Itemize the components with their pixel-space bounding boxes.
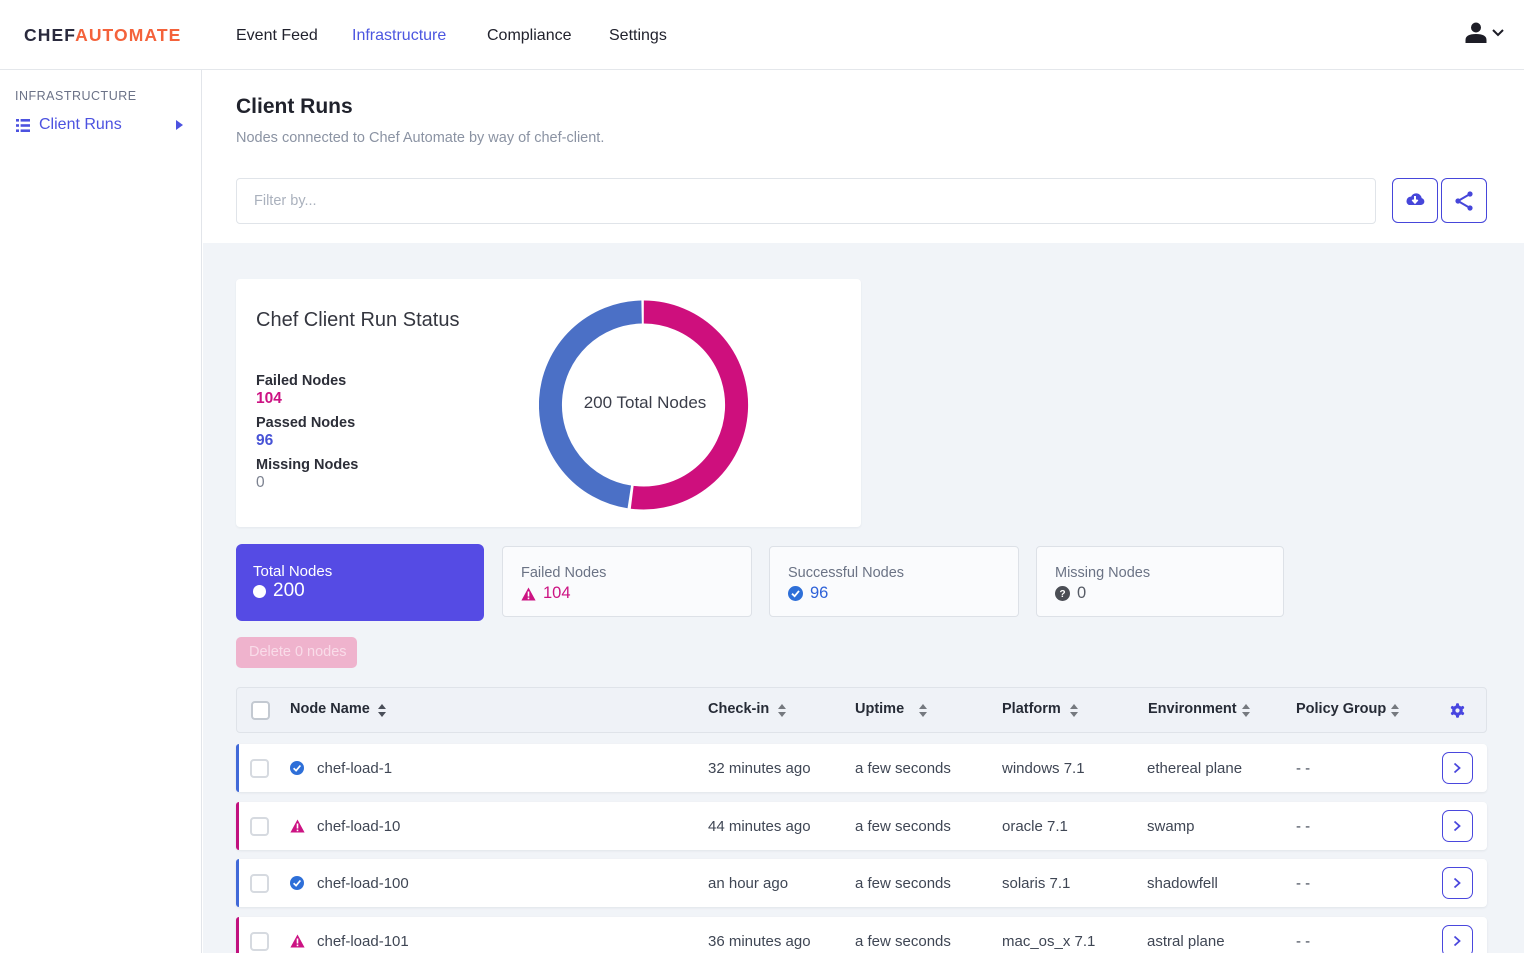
svg-text:?: ?	[1059, 589, 1065, 600]
